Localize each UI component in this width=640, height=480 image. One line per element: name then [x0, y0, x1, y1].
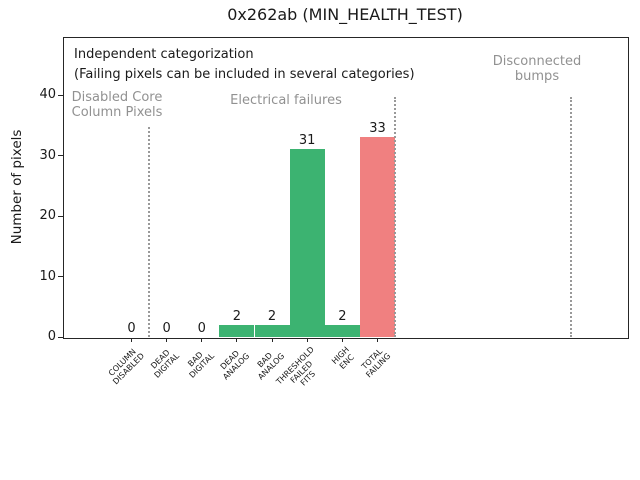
x-tick-mark-2: [201, 338, 203, 342]
y-tick-mark-0: [58, 336, 63, 338]
bar-4: [254, 324, 290, 337]
x-tick-label-1: DEAD DIGITAL: [149, 347, 182, 380]
x-tick-mark-6: [341, 338, 343, 342]
x-tick-label-0: COLUMN DISABLED: [106, 347, 147, 387]
x-tick-label-wrap-6: HIGH ENC: [184, 345, 356, 371]
region-label-disabled-core-column-pixels: Disabled Core Column Pixels: [71, 90, 163, 121]
divider-line-1: [394, 97, 397, 337]
x-tick-label-5: THRESHOLD FAILED FITS: [274, 345, 318, 388]
x-tick-label-wrap-4: BAD ANALOG: [114, 345, 287, 382]
divider-line-0: [148, 127, 151, 337]
y-tick-label-40: 40: [39, 87, 56, 102]
bar-value-label-5: 31: [298, 133, 316, 149]
x-tick-label-4: BAD ANALOG: [256, 350, 287, 382]
bar-5: [289, 149, 325, 337]
bar-value-label-3: 2: [232, 308, 242, 324]
y-tick-mark-40: [58, 94, 63, 96]
annotation-failing-pixels-note: (Failing pixels can be included in sever…: [74, 67, 415, 82]
y-tick-label-20: 20: [39, 208, 56, 223]
x-tick-label-6: HIGH ENC: [329, 345, 356, 372]
x-tick-label-wrap-5: THRESHOLD FAILED FITS: [149, 345, 317, 388]
y-tick-mark-20: [58, 215, 63, 217]
bar-value-label-6: 2: [338, 308, 347, 324]
bar-3: [219, 324, 255, 337]
y-tick-label-10: 10: [39, 268, 56, 284]
divider-line-2: [569, 97, 572, 337]
y-tick-mark-30: [58, 155, 63, 156]
x-tick-label-2: BAD DIGITAL: [186, 350, 217, 380]
x-tick-label-wrap-3: DEAD ANALOG: [79, 345, 252, 382]
bar-value-label-0: 0: [127, 321, 136, 336]
annotation-independent-categorization: Independent categorization: [74, 47, 254, 62]
plot-area: [63, 37, 629, 339]
bar-value-label-7: 33: [369, 121, 386, 137]
x-tick-mark-3: [236, 338, 238, 342]
x-tick-mark-0: [131, 338, 132, 342]
x-tick-label-wrap-7: TOTAL FAILING: [219, 345, 393, 380]
y-tick-label-30: 30: [39, 147, 56, 163]
x-tick-label-3: DEAD ANALOG: [218, 348, 252, 382]
y-tick-mark-10: [58, 276, 63, 277]
bar-value-label-1: 0: [162, 321, 171, 336]
bar-7: [359, 137, 395, 337]
x-tick-label-7: TOTAL FAILING: [359, 346, 393, 380]
x-tick-mark-4: [271, 338, 273, 342]
x-tick-mark-1: [166, 338, 168, 342]
x-tick-mark-7: [376, 338, 378, 342]
region-label-disconnected-bumps: Disconnected bumps: [492, 54, 582, 85]
bar-value-label-4: 2: [267, 308, 277, 324]
x-tick-label-wrap-0: COLUMN DISABLED: [0, 345, 146, 386]
x-tick-mark-5: [306, 338, 308, 342]
bar-value-label-2: 0: [197, 321, 206, 336]
x-tick-label-wrap-1: DEAD DIGITAL: [9, 345, 181, 380]
y-tick-label-0: 0: [47, 329, 56, 344]
bar-6: [324, 324, 360, 337]
x-tick-label-wrap-2: BAD DIGITAL: [44, 345, 217, 380]
chart-title: 0x262ab (MIN_HEALTH_TEST): [227, 5, 463, 24]
region-label-electrical-failures: Electrical failures: [230, 93, 342, 108]
